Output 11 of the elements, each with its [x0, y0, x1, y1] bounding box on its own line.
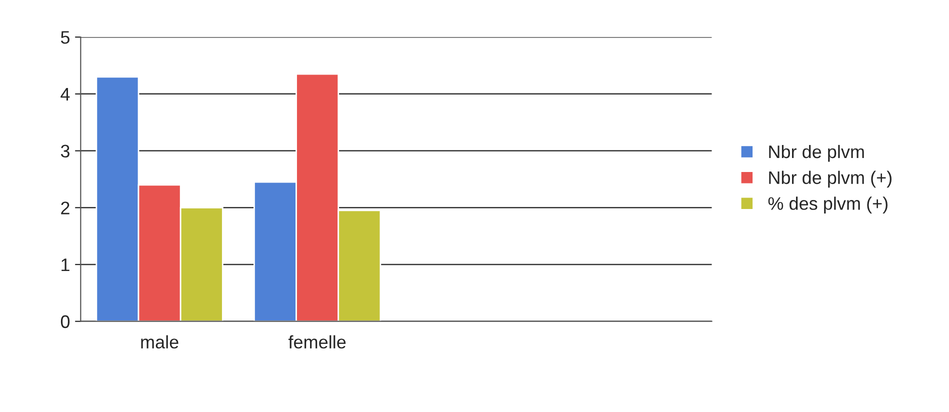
- y-tick-label: 4: [60, 88, 70, 100]
- y-tick-label: 2: [61, 202, 70, 214]
- y-tick-label: 5: [60, 31, 70, 44]
- x-tick-label: femelle: [288, 335, 346, 349]
- legend-label: Nbr de plvm (+): [769, 170, 892, 188]
- legend-label: Nbr de plvm: [769, 144, 864, 162]
- y-tick-label: 0: [60, 315, 70, 328]
- y-tick-label: 3: [60, 144, 70, 158]
- legend-label: % des plvm (+): [768, 196, 888, 214]
- x-tick-label: male: [141, 335, 178, 349]
- y-tick-label: 1: [62, 258, 70, 272]
